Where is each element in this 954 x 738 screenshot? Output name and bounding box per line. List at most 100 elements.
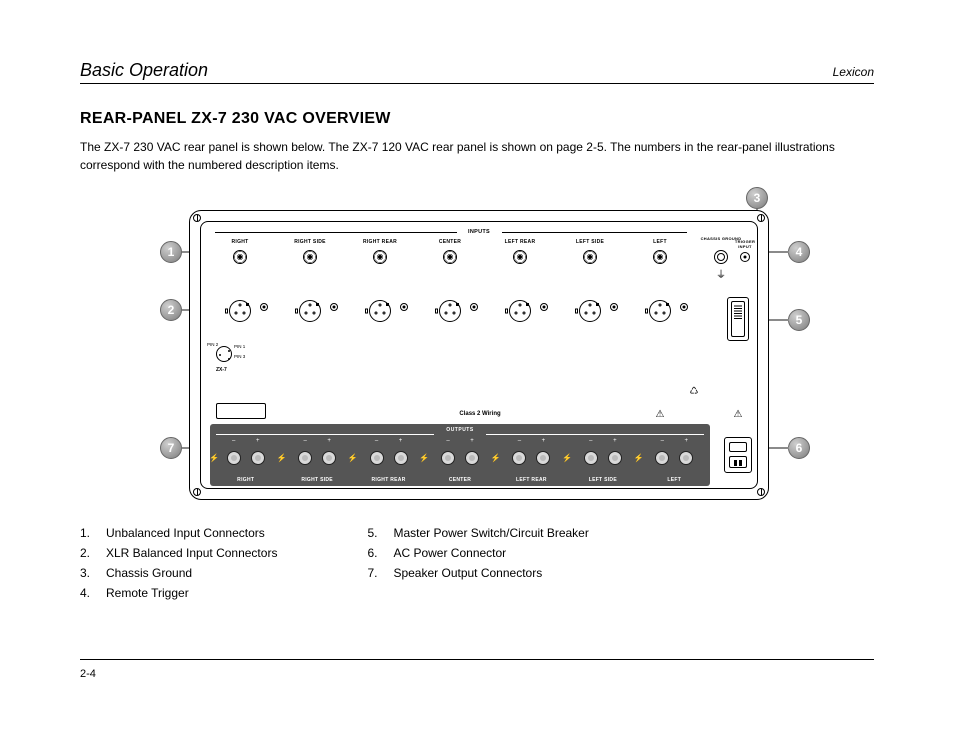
rear-panel-outline: INPUTS CHASSIS GROUND ⏚ TRIGGER INPUT P <box>189 210 769 500</box>
output-channel-label: LEFT REAR <box>516 477 547 483</box>
outputs-label: OUTPUTS <box>446 427 473 433</box>
binding-post <box>679 451 693 465</box>
callout-2: 2 <box>160 299 182 321</box>
xlr-jack <box>229 300 251 322</box>
rca-jack <box>373 250 387 264</box>
legend-item: 1. Unbalanced Input Connectors <box>80 526 277 540</box>
trigger-input-jack <box>740 252 750 262</box>
binding-post <box>394 451 408 465</box>
screw-icon <box>757 488 765 496</box>
bolt-icon: ⚡ <box>419 454 429 463</box>
legend-right: 5. Master Power Switch/Circuit Breaker 6. A… <box>367 526 588 606</box>
header-row: Basic Operation Lexicon <box>80 60 874 84</box>
legend-num: 1. <box>80 526 96 540</box>
xlr-jack <box>649 300 671 322</box>
power-switch <box>727 297 749 341</box>
legend-text: Speaker Output Connectors <box>393 566 542 580</box>
rca-jack <box>583 250 597 264</box>
minus-label: – <box>303 438 306 444</box>
legend-text: AC Power Connector <box>393 546 506 560</box>
warning-icon: ⚠ <box>656 409 665 420</box>
binding-post <box>322 451 336 465</box>
warning-icon: ⚠ <box>734 409 743 420</box>
output-channel-label: LEFT <box>667 477 681 483</box>
intro-paragraph: The ZX-7 230 VAC rear panel is shown bel… <box>80 138 874 174</box>
class2-label: Class 2 Wiring <box>459 411 500 417</box>
plus-label: + <box>685 438 689 444</box>
section-title: Basic Operation <box>80 60 208 81</box>
minus-label: – <box>375 438 378 444</box>
loop-jack <box>680 303 688 311</box>
xlr-jack <box>509 300 531 322</box>
plus-label: + <box>256 438 260 444</box>
output-channel-label: RIGHT SIDE <box>301 477 333 483</box>
channel-label: RIGHT <box>231 239 248 245</box>
chassis-ground-terminal <box>714 250 728 264</box>
weee-icon: ♺ <box>690 386 699 397</box>
output-channel-label: LEFT SIDE <box>589 477 617 483</box>
pin-label-1: PIN 1 <box>234 345 245 350</box>
loop-jack <box>400 303 408 311</box>
legend-text: Remote Trigger <box>106 586 189 600</box>
legend-num: 7. <box>367 566 383 580</box>
legend-text: Chassis Ground <box>106 566 192 580</box>
binding-post <box>512 451 526 465</box>
binding-post <box>441 451 455 465</box>
trigger-label: TRIGGER INPUT <box>734 239 757 249</box>
rca-jack <box>653 250 667 264</box>
loop-jack <box>330 303 338 311</box>
loop-jack <box>610 303 618 311</box>
screw-icon <box>757 214 765 222</box>
binding-post <box>536 451 550 465</box>
binding-post <box>465 451 479 465</box>
pin-label-3: PIN 3 <box>234 355 245 360</box>
rca-jack <box>443 250 457 264</box>
callout-5: 5 <box>788 309 810 331</box>
model-label: ZX-7 <box>216 367 227 373</box>
loop-jack <box>260 303 268 311</box>
plus-label: + <box>470 438 474 444</box>
rca-jack <box>513 250 527 264</box>
bolt-icon: ⚡ <box>562 454 572 463</box>
ground-icon: ⏚ <box>716 266 726 281</box>
legend-item: 6. AC Power Connector <box>367 546 588 560</box>
channel-label: RIGHT SIDE <box>294 239 326 245</box>
legend-num: 2. <box>80 546 96 560</box>
output-channel-label: RIGHT REAR <box>372 477 406 483</box>
rear-panel-diagram: 3 1 2 7 4 5 6 INPUTS <box>127 200 827 510</box>
output-channel-label: RIGHT <box>237 477 254 483</box>
binding-post <box>584 451 598 465</box>
page-number: 2-4 <box>80 668 96 680</box>
binding-post <box>655 451 669 465</box>
callout-6: 6 <box>788 437 810 459</box>
legend-item: 2.XLR Balanced Input Connectors <box>80 546 277 560</box>
legend-num: 3. <box>80 566 96 580</box>
minus-label: – <box>446 438 449 444</box>
binding-post <box>370 451 384 465</box>
legend-num: 6. <box>367 546 383 560</box>
bolt-icon: ⚡ <box>348 454 358 463</box>
channel-label: CENTER <box>439 239 461 245</box>
callout-7: 7 <box>160 437 182 459</box>
output-channel-label: CENTER <box>449 477 471 483</box>
loop-jack <box>540 303 548 311</box>
plus-label: + <box>542 438 546 444</box>
channel-label: RIGHT REAR <box>363 239 397 245</box>
output-panel: OUTPUTS –+–+⚡–+⚡–+⚡–+⚡–+⚡–+⚡⚡ RIGHTRIGHT… <box>210 424 710 486</box>
binding-post <box>298 451 312 465</box>
minus-label: – <box>232 438 235 444</box>
channel-label: LEFT SIDE <box>576 239 604 245</box>
rca-jack <box>233 250 247 264</box>
legend-item: 5. Master Power Switch/Circuit Breaker <box>367 526 588 540</box>
page-title: REAR-PANEL ZX-7 230 VAC OVERVIEW <box>80 110 874 128</box>
minus-label: – <box>518 438 521 444</box>
xlr-jack <box>439 300 461 322</box>
xlr-jack <box>299 300 321 322</box>
legend-num: 5. <box>367 526 383 540</box>
plus-label: + <box>399 438 403 444</box>
legend-text: Unbalanced Input Connectors <box>106 526 265 540</box>
xlr-jack <box>579 300 601 322</box>
ac-power-inlet <box>724 437 752 473</box>
xlr-pin-diagram <box>216 346 232 362</box>
legend-text: Master Power Switch/Circuit Breaker <box>393 526 588 540</box>
